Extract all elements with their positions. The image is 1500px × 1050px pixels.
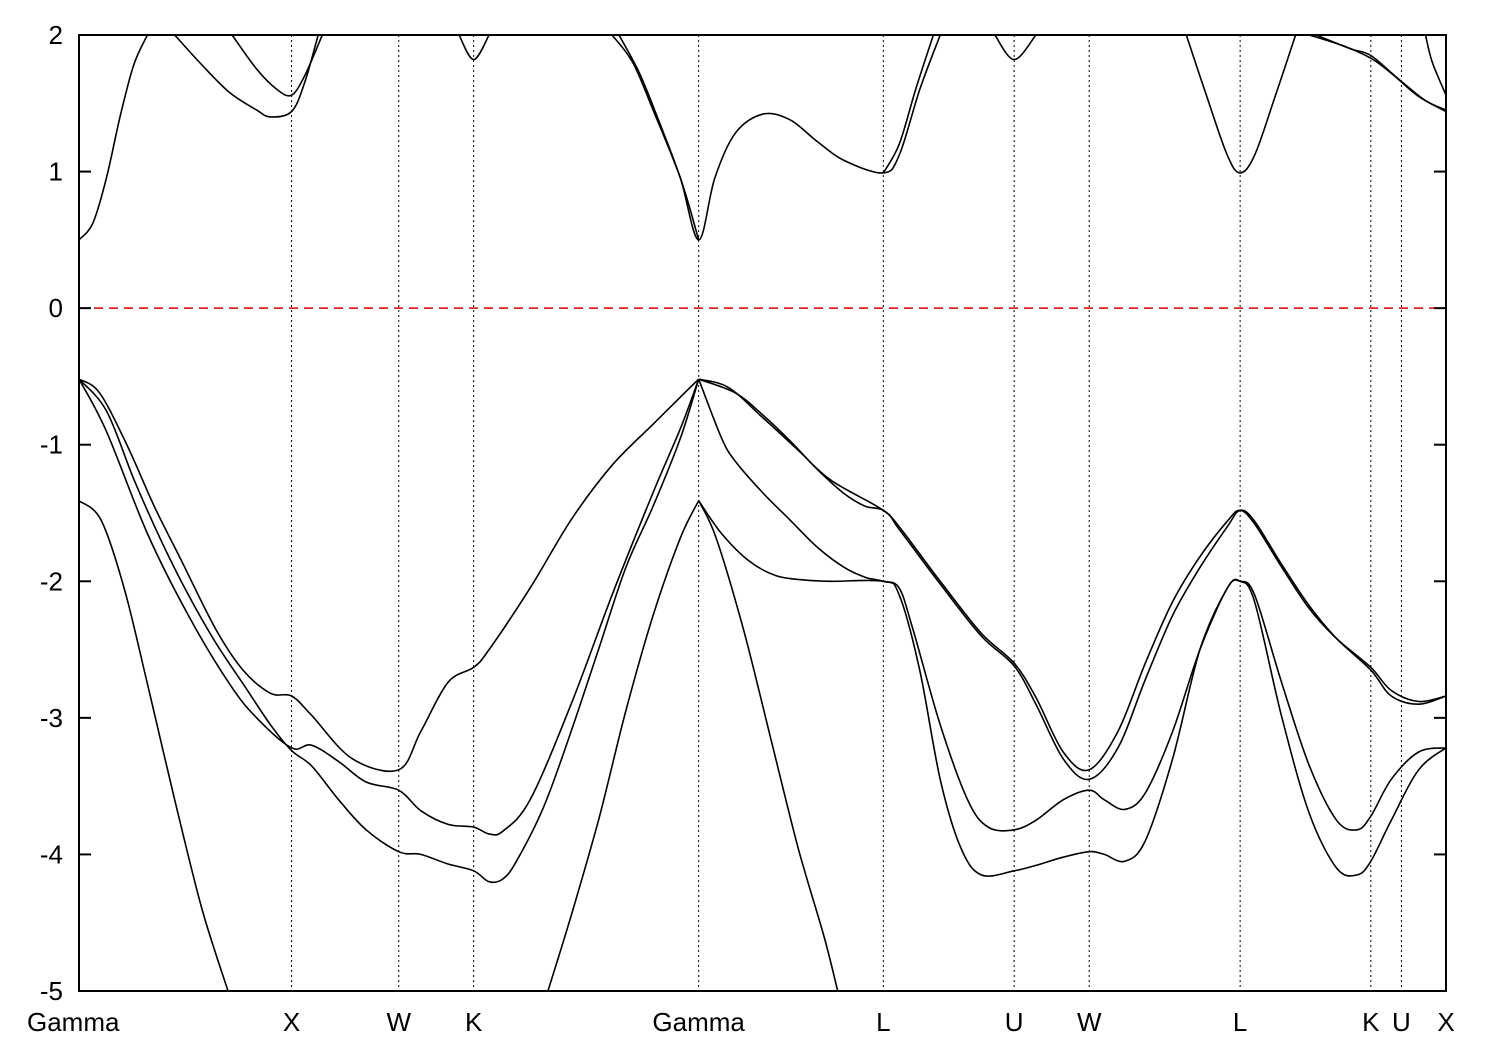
band-line [79, 35, 149, 241]
x-tick-label: U [1005, 1007, 1024, 1037]
x-tick-label: L [876, 1007, 890, 1037]
band-line [1185, 35, 1297, 174]
band-lines [79, 35, 1446, 991]
band-line [697, 378, 1446, 832]
y-tick-label: -4 [40, 839, 63, 869]
band-line [231, 35, 324, 97]
band-line [1424, 35, 1446, 96]
band-line [698, 378, 1446, 781]
x-tick-label: X [1437, 1007, 1454, 1037]
band-line [79, 378, 700, 773]
y-tick-label: -3 [40, 703, 63, 733]
band-line [698, 500, 1446, 877]
band-line [611, 35, 700, 241]
x-tick-label: U [1392, 1007, 1411, 1037]
band-line [1315, 35, 1446, 111]
band-line [994, 35, 1037, 61]
x-tick-label: W [386, 1007, 411, 1037]
x-tick-label: Gamma [27, 1007, 120, 1037]
y-tick-label: -2 [40, 566, 63, 596]
y-tick-label: 2 [49, 20, 63, 50]
plot-frame [78, 34, 1447, 992]
band-line [882, 35, 935, 174]
x-tick-label: K [1362, 1007, 1380, 1037]
band-line [174, 35, 319, 118]
y-tick-label: 1 [49, 157, 63, 187]
y-tick-label: -1 [40, 430, 63, 460]
y-tick-label: 0 [49, 293, 63, 323]
x-tick-label: W [1077, 1007, 1102, 1037]
band-line [547, 500, 700, 991]
x-axis-ticks: Gamma X W K Gamma L U W L K U X [27, 1007, 1455, 1037]
band-line [698, 378, 1446, 772]
y-tick-label: -5 [40, 976, 63, 1006]
band-line [697, 500, 839, 991]
band-line [79, 378, 700, 884]
x-tick-label: X [283, 1007, 300, 1037]
band-line [458, 35, 490, 61]
y-axis-ticks: 2 1 0 -1 -2 -3 -4 -5 [40, 20, 1446, 1006]
x-tick-label: K [465, 1007, 483, 1037]
high-symmetry-gridlines [291, 35, 1402, 991]
band-line [79, 378, 700, 836]
band-line [79, 500, 229, 991]
x-tick-label: L [1233, 1007, 1247, 1037]
x-tick-label: Gamma [652, 1007, 745, 1037]
